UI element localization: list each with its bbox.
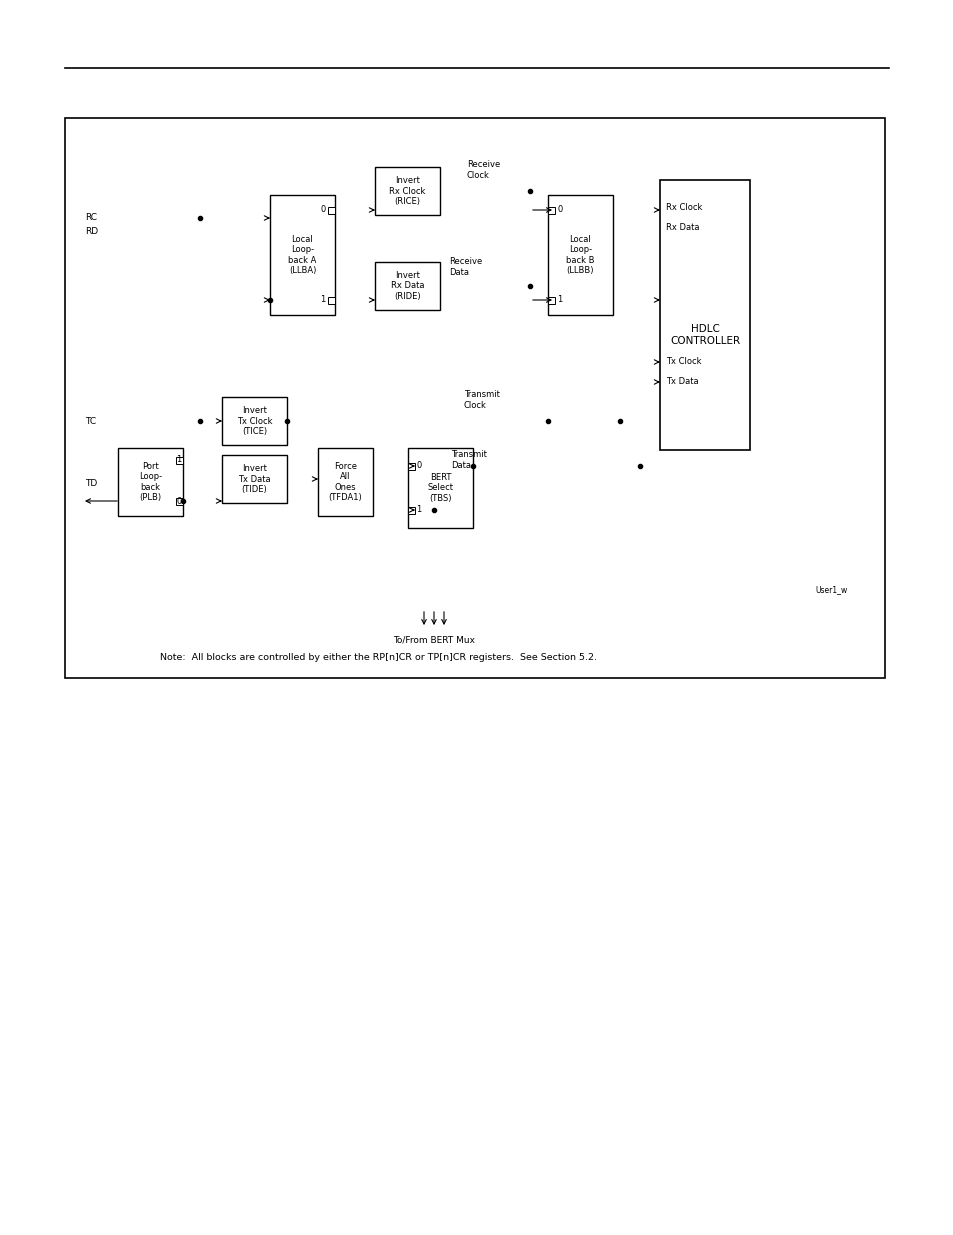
Bar [547, 296, 555, 304]
Bar [408, 508, 415, 514]
Bar [547, 207, 555, 214]
Text: User1_w: User1_w [814, 585, 846, 594]
Text: RD: RD [85, 227, 98, 236]
Text: 0: 0 [416, 462, 421, 471]
Text: Tx Clock: Tx Clock [665, 357, 700, 367]
Bar [317, 448, 373, 516]
Bar [328, 207, 335, 214]
Bar [408, 463, 415, 471]
Text: 0: 0 [320, 205, 325, 215]
Text: 1: 1 [320, 295, 325, 305]
Text: TD: TD [85, 478, 97, 488]
Bar [659, 180, 749, 450]
Bar [408, 448, 473, 529]
Bar [65, 119, 884, 678]
Text: 1: 1 [416, 505, 421, 515]
Text: Receive
Clock: Receive Clock [467, 161, 499, 180]
Text: RC: RC [85, 214, 97, 222]
Bar [375, 167, 439, 215]
Bar [222, 396, 287, 445]
Bar [270, 195, 335, 315]
Text: Invert
Rx Clock
(RICE): Invert Rx Clock (RICE) [389, 177, 425, 206]
Text: Local
Loop-
back B
(LLBB): Local Loop- back B (LLBB) [566, 235, 594, 275]
Text: Force
All
Ones
(TFDA1): Force All Ones (TFDA1) [328, 462, 362, 503]
Text: TC: TC [85, 416, 96, 426]
Text: BERT
Select
(TBS): BERT Select (TBS) [427, 473, 453, 503]
Text: Transmit
Data: Transmit Data [451, 451, 486, 469]
Text: Invert
Rx Data
(RIDE): Invert Rx Data (RIDE) [391, 272, 424, 301]
Text: To/From BERT Mux: To/From BERT Mux [393, 636, 475, 645]
Text: Rx Clock: Rx Clock [665, 204, 701, 212]
Bar [222, 454, 287, 503]
Text: Local
Loop-
back A
(LLBA): Local Loop- back A (LLBA) [288, 235, 316, 275]
Bar [328, 296, 335, 304]
Text: Receive
Data: Receive Data [449, 257, 482, 277]
Text: 1: 1 [557, 295, 562, 305]
Bar [547, 195, 613, 315]
Text: Transmit
Clock: Transmit Clock [463, 390, 499, 410]
Text: 0: 0 [176, 496, 181, 505]
Text: 0: 0 [557, 205, 562, 215]
Text: Port
Loop-
back
(PLB): Port Loop- back (PLB) [139, 462, 162, 503]
Text: 1: 1 [176, 456, 181, 464]
Text: Invert
Tx Data
(TIDE): Invert Tx Data (TIDE) [238, 464, 271, 494]
Text: HDLC
CONTROLLER: HDLC CONTROLLER [669, 325, 740, 346]
Bar [175, 457, 183, 464]
Bar [375, 262, 439, 310]
Text: Tx Data: Tx Data [665, 378, 698, 387]
Bar [175, 498, 183, 505]
Text: Note:  All blocks are controlled by either the RP[n]CR or TP[n]CR registers.  Se: Note: All blocks are controlled by eithe… [160, 653, 597, 662]
Bar [118, 448, 183, 516]
Text: Rx Data: Rx Data [665, 224, 699, 232]
Text: Invert
Tx Clock
(TICE): Invert Tx Clock (TICE) [236, 406, 272, 436]
